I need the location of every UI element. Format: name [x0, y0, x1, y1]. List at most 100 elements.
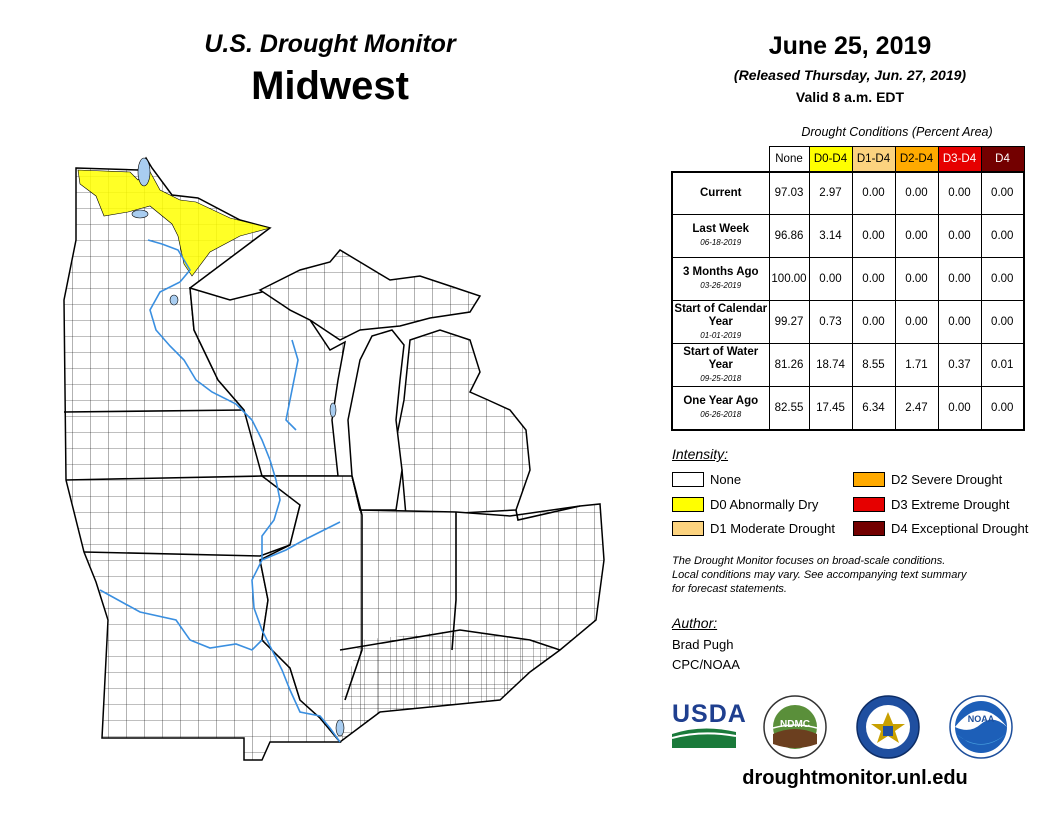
- author-name: Brad Pugh: [672, 637, 734, 652]
- state-borders: [63, 409, 581, 701]
- legend-item-none: None: [672, 472, 741, 487]
- table-cell: 0.00: [851, 171, 896, 215]
- row-label: One Year Ago 06-26-2018: [671, 386, 770, 430]
- lakes: [131, 157, 345, 737]
- release-date: (Released Thursday, Jun. 27, 2019): [733, 67, 967, 83]
- footer-url[interactable]: droughtmonitor.unl.edu: [742, 767, 968, 789]
- table-cell: 82.55: [768, 386, 810, 430]
- col-header-d4: D4: [980, 146, 1025, 172]
- table-row: One Year Ago 06-26-2018 82.55 17.45 6.34 …: [671, 386, 1025, 430]
- table-row: Start of Water Year 09-25-2018 81.26 18.7…: [671, 343, 1025, 387]
- legend-item-d0: D0 Abnormally Dry: [672, 497, 818, 512]
- central-states: [259, 475, 605, 744]
- table-cell: 97.03: [768, 171, 810, 215]
- table-cell: 8.55: [851, 343, 896, 387]
- table-cell: 2.47: [894, 386, 939, 430]
- table-cell: 0.00: [937, 386, 982, 430]
- author-org: CPC/NOAA: [672, 657, 740, 672]
- col-header-d1-d4: D1-D4: [851, 146, 896, 172]
- table-cell: 17.45: [808, 386, 853, 430]
- table-cell: 0.00: [937, 300, 982, 344]
- ndmc-logo: NDMC: [763, 695, 827, 759]
- table-cell: 0.00: [980, 214, 1025, 258]
- legend-label: D3 Extreme Drought: [891, 497, 1010, 512]
- table-cell: 0.00: [851, 214, 896, 258]
- note-line: Local conditions may vary. See accompany…: [672, 569, 967, 581]
- table-row: 3 Months Ago 03-26-2019 100.00 0.00 0.00 …: [671, 257, 1025, 301]
- legend-swatch: [672, 497, 704, 512]
- lake-michigan: [347, 329, 405, 511]
- table-row: Last Week 06-18-2019 96.86 3.14 0.00 0.00…: [671, 214, 1025, 258]
- table-cell: 100.00: [768, 257, 810, 301]
- table-cell: 0.00: [980, 257, 1025, 301]
- region-title: Midwest: [251, 64, 409, 108]
- table-cell: 6.34: [851, 386, 896, 430]
- disclaimer-note: The Drought Monitor focuses on broad-sca…: [672, 554, 1042, 596]
- legend-item-d3: D3 Extreme Drought: [853, 497, 1010, 512]
- legend-item-d4: D4 Exceptional Drought: [853, 521, 1028, 536]
- table-cell: 0.00: [894, 257, 939, 301]
- legend-swatch: [672, 521, 704, 536]
- noaa-logo-text: NOAA: [968, 714, 995, 724]
- map-title: U.S. Drought Monitor: [204, 30, 456, 58]
- table-cell: 0.00: [980, 171, 1025, 215]
- michigan-lower: [395, 329, 531, 517]
- table-row: Current 97.03 2.97 0.00 0.00 0.00 0.00: [671, 171, 1025, 215]
- table-cell: 1.71: [894, 343, 939, 387]
- drought-conditions-table: None D0-D4 D1-D4 D2-D4 D3-D4 D4 Current …: [671, 146, 1025, 431]
- table-cell: 0.00: [980, 300, 1025, 344]
- conditions-caption: Drought Conditions (Percent Area): [801, 125, 993, 139]
- col-header-d2-d4: D2-D4: [894, 146, 939, 172]
- table-cell: 0.00: [937, 257, 982, 301]
- table-cell: 81.26: [768, 343, 810, 387]
- row-label: Start of Water Year 09-25-2018: [671, 343, 770, 387]
- table-cell: 0.37: [937, 343, 982, 387]
- row-label: Start of Calendar Year 01-01-2019: [671, 300, 770, 344]
- michigan-upper: [258, 249, 482, 341]
- table-cell: 18.74: [808, 343, 853, 387]
- legend-label: D0 Abnormally Dry: [710, 497, 819, 512]
- table-cell: 0.00: [851, 300, 896, 344]
- legend-swatch: [853, 497, 885, 512]
- legend-label: D2 Severe Drought: [891, 472, 1003, 487]
- table-cell: 99.27: [768, 300, 810, 344]
- legend-swatch: [853, 472, 885, 487]
- table-cell: 0.00: [894, 171, 939, 215]
- table-cell: 0.00: [851, 257, 896, 301]
- legend-label: None: [710, 472, 742, 487]
- legend-label: D1 Moderate Drought: [710, 521, 836, 536]
- table-cell: 0.01: [980, 343, 1025, 387]
- col-header-none: None: [768, 146, 810, 172]
- noaa-logo: NOAA: [949, 695, 1013, 759]
- table-row: Start of Calendar Year 01-01-2019 99.27 0…: [671, 300, 1025, 344]
- table-cell: 0.73: [808, 300, 853, 344]
- table-cell: 96.86: [768, 214, 810, 258]
- legend-item-d2: D2 Severe Drought: [853, 472, 1002, 487]
- d0-area: [77, 167, 272, 277]
- ndmc-logo-text: NDMC: [780, 719, 810, 730]
- col-header-d0-d4: D0-D4: [808, 146, 853, 172]
- table-cell: 2.97: [808, 171, 853, 215]
- doc-seal-icon: [856, 695, 920, 759]
- usda-logo: USDA: [672, 700, 747, 728]
- midwest-drought-map: [63, 156, 605, 761]
- row-label: Current: [671, 171, 770, 215]
- table-cell: 0.00: [937, 171, 982, 215]
- usda-swoosh-icon: [672, 728, 736, 748]
- table-cell: 3.14: [808, 214, 853, 258]
- legend-label: D4 Exceptional Drought: [891, 521, 1029, 536]
- map-date: June 25, 2019: [768, 32, 932, 60]
- note-line: for forecast statements.: [672, 583, 787, 595]
- table-cell: 0.00: [937, 214, 982, 258]
- table-cell: 0.00: [980, 386, 1025, 430]
- author-heading: Author:: [672, 615, 718, 631]
- valid-time: Valid 8 a.m. EDT: [795, 89, 905, 105]
- col-header-d3-d4: D3-D4: [937, 146, 982, 172]
- legend-item-d1: D1 Moderate Drought: [672, 521, 835, 536]
- legend-title: Intensity:: [672, 446, 729, 462]
- legend-swatch: [672, 472, 704, 487]
- note-line: The Drought Monitor focuses on broad-sca…: [672, 555, 946, 567]
- table-cell: 0.00: [894, 300, 939, 344]
- rivers: [99, 239, 341, 743]
- table-cell: 0.00: [894, 214, 939, 258]
